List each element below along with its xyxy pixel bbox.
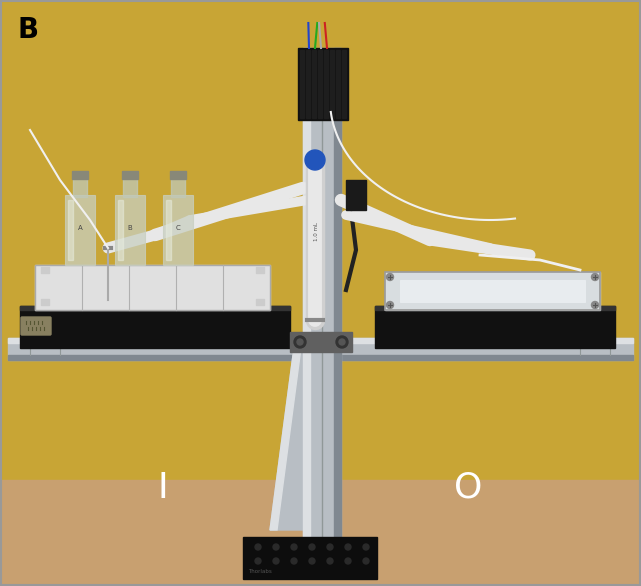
- Circle shape: [336, 336, 348, 348]
- Polygon shape: [270, 340, 333, 530]
- Bar: [20, 306, 290, 348]
- Bar: [318, 50, 322, 118]
- Bar: [41, 267, 49, 273]
- Polygon shape: [270, 340, 302, 530]
- Bar: [118, 200, 123, 260]
- Text: B: B: [128, 225, 133, 231]
- Circle shape: [387, 302, 394, 308]
- Circle shape: [339, 339, 345, 345]
- Circle shape: [363, 544, 369, 550]
- Bar: [122, 171, 138, 179]
- Bar: [303, 48, 341, 545]
- Bar: [375, 306, 615, 310]
- Bar: [290, 332, 352, 352]
- Bar: [8, 338, 633, 343]
- Bar: [166, 200, 171, 260]
- Bar: [73, 177, 87, 197]
- Text: Thorlabs: Thorlabs: [248, 569, 272, 574]
- Bar: [300, 50, 304, 118]
- Circle shape: [294, 336, 306, 348]
- Bar: [170, 171, 186, 179]
- Text: C: C: [176, 225, 180, 231]
- Bar: [243, 537, 377, 579]
- FancyBboxPatch shape: [21, 317, 51, 335]
- Bar: [123, 177, 137, 197]
- Text: O: O: [454, 471, 482, 505]
- Bar: [324, 50, 328, 118]
- Bar: [65, 195, 95, 265]
- Circle shape: [297, 339, 303, 345]
- Bar: [256, 267, 264, 273]
- Circle shape: [305, 150, 325, 170]
- Bar: [303, 48, 310, 545]
- Circle shape: [345, 558, 351, 564]
- Circle shape: [363, 558, 369, 564]
- Bar: [342, 50, 346, 118]
- Bar: [334, 48, 341, 545]
- Circle shape: [327, 558, 333, 564]
- Text: B: B: [18, 16, 39, 44]
- Bar: [400, 280, 585, 302]
- Bar: [385, 272, 600, 310]
- Circle shape: [273, 558, 279, 564]
- Bar: [306, 50, 310, 118]
- Text: I: I: [158, 471, 169, 505]
- Circle shape: [255, 544, 261, 550]
- Circle shape: [327, 544, 333, 550]
- Bar: [336, 50, 340, 118]
- Bar: [20, 306, 290, 310]
- Bar: [35, 265, 270, 310]
- Circle shape: [291, 558, 297, 564]
- Circle shape: [309, 544, 315, 550]
- Bar: [35, 265, 270, 310]
- Bar: [375, 306, 615, 348]
- Bar: [171, 177, 185, 197]
- Circle shape: [387, 274, 394, 281]
- Bar: [72, 171, 88, 179]
- Bar: [115, 195, 145, 265]
- Circle shape: [291, 544, 297, 550]
- Circle shape: [592, 274, 599, 281]
- Bar: [8, 338, 633, 360]
- Text: 1.0 mL: 1.0 mL: [315, 222, 319, 241]
- Bar: [346, 180, 366, 210]
- Bar: [298, 48, 348, 120]
- Bar: [385, 272, 600, 310]
- Bar: [312, 50, 316, 118]
- Bar: [0, 480, 641, 586]
- Circle shape: [345, 544, 351, 550]
- Bar: [68, 200, 73, 260]
- Bar: [41, 299, 49, 305]
- Text: A: A: [78, 225, 83, 231]
- Bar: [8, 355, 633, 360]
- Bar: [256, 299, 264, 305]
- Bar: [330, 50, 334, 118]
- Bar: [163, 195, 193, 265]
- Circle shape: [309, 558, 315, 564]
- Circle shape: [592, 302, 599, 308]
- Circle shape: [273, 544, 279, 550]
- Circle shape: [255, 558, 261, 564]
